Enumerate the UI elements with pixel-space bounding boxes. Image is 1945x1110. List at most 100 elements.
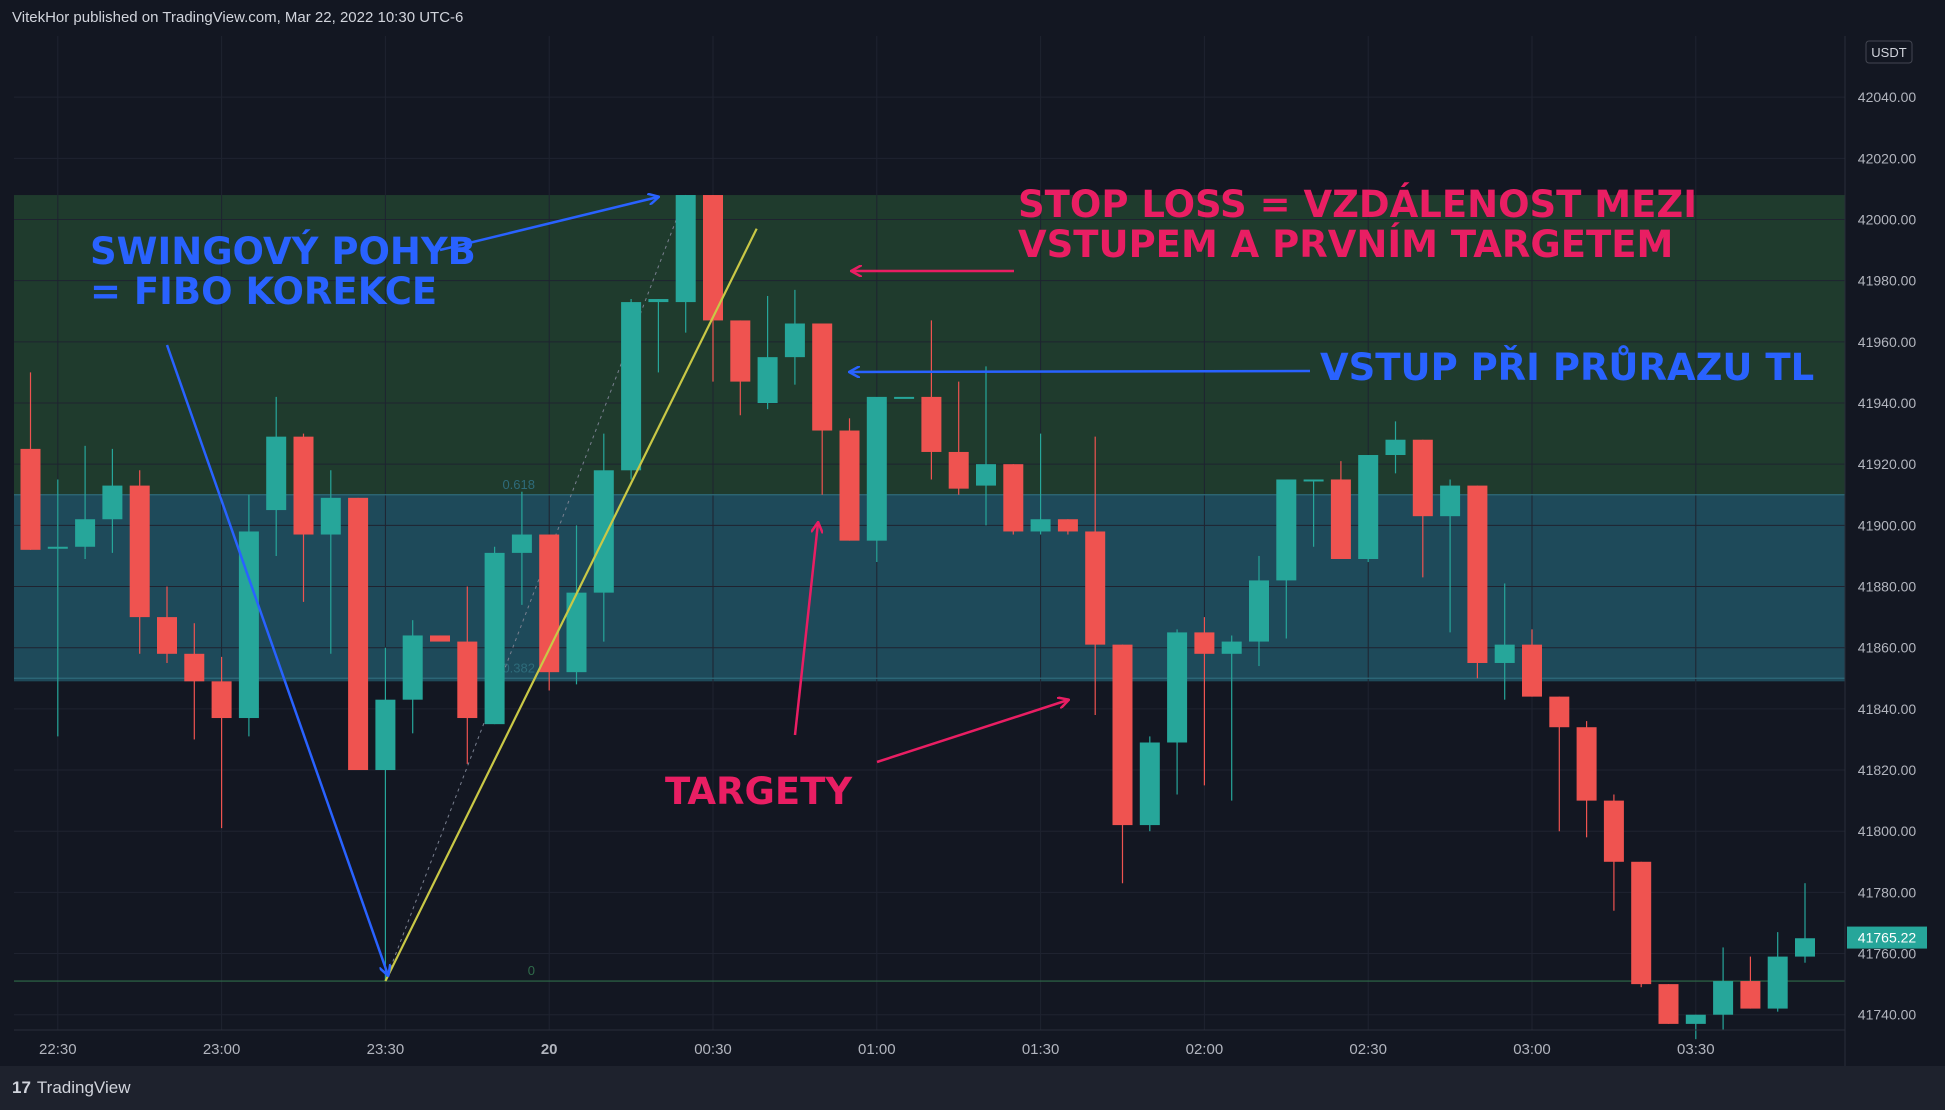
annotation-arrow [850,371,1311,372]
time-tick-label: 01:30 [1022,1041,1060,1058]
annotation-arrow [165,344,388,975]
candle-body [1358,455,1379,559]
candle-body [894,396,915,399]
candle-body [102,485,123,520]
candle-body [1221,641,1242,654]
time-tick-label: 03:00 [1513,1041,1551,1058]
candle-body [375,699,396,771]
annotation-stop-loss: STOP LOSS = VZDÁLENOST MEZI VSTUPEM A PR… [1018,185,1697,265]
candle-body [1112,644,1133,826]
annotation-arrow [876,700,1068,764]
candle-body [348,497,369,771]
price-tick-label: 42040.00 [1858,89,1917,105]
candle-body [1740,981,1761,1009]
candle-body [266,436,287,511]
candle-body [730,320,751,382]
candle-body [1385,439,1406,456]
candle-body [238,531,259,719]
fibo-level-label: 0.618 [502,477,535,492]
price-tick-label: 41900.00 [1858,517,1917,533]
annotation-targets: TARGETY [665,770,853,813]
time-tick-label: 00:30 [694,1041,732,1058]
candle-body [1440,485,1461,517]
price-tick-label: 41840.00 [1858,701,1917,717]
annotation-stop-line2: VSTUPEM A PRVNÍM TARGETEM [1018,223,1674,266]
candle-body [921,396,942,452]
time-tick-label: 23:00 [203,1041,241,1058]
annotation-stop-line1: STOP LOSS = VZDÁLENOST MEZI [1018,183,1697,226]
candle-body [593,470,614,593]
fibo-level-label: 0 [528,963,535,978]
time-axis[interactable]: 22:30 23:00 23:30 20 00:30 01:00 01:30 02:00 02:… [14,1029,1845,1058]
candle-body [757,357,778,404]
price-axis-bg [1845,36,1945,1066]
candle-body [1685,1014,1706,1024]
candle-body [1276,479,1297,581]
candle-body [621,302,642,471]
fibo-level-label: 0.382 [502,660,535,675]
price-tick-label: 41760.00 [1858,946,1917,962]
candle-body [457,641,478,719]
annotation-entry: VSTUP PŘI PRŮRAZU TL [1320,346,1815,389]
candle-body [566,592,587,673]
price-tick-label: 41920.00 [1858,456,1917,472]
publisher-credit: VitekHor published on TradingView.com, M… [12,9,464,26]
price-tick-label: 42020.00 [1858,150,1917,166]
candle-body [20,448,41,550]
candle-body [402,635,423,700]
time-tick-label: 23:30 [367,1041,405,1058]
candle-body [1030,519,1051,532]
currency-label: USDT [1871,45,1906,60]
price-tick-label: 41880.00 [1858,579,1917,595]
annotation-swing-line2: = FIBO KOREKCE [90,270,438,313]
time-tick-label: 01:00 [858,1041,896,1058]
candle-body [1303,479,1324,482]
candle-body [675,195,696,303]
candle-body [1003,464,1024,532]
price-tick-label: 41800.00 [1858,823,1917,839]
time-tick-label: 02:00 [1186,1041,1224,1058]
annotation-arrow [793,523,818,736]
candle-body [1494,644,1515,663]
candle-body [75,519,96,547]
candle-body [1713,981,1734,1015]
candlestick-chart[interactable]: 0.618 0.382 0 USDT 42040.00 42020.00 42000.00… [0,0,1945,1066]
candle-body [1795,938,1815,957]
tradingview-brand-text: TradingView [36,1078,131,1097]
time-tick-label: 22:30 [39,1041,77,1058]
tradingview-logo[interactable]: 17 TradingView [12,1078,130,1098]
drawings [165,197,1311,982]
candle-body [1167,632,1188,743]
last-price-label: 41765.22 [1858,930,1917,946]
candle-body [812,323,833,431]
time-tick-label: 02:30 [1349,1041,1387,1058]
candle-body [866,396,887,541]
price-tick-label: 42000.00 [1858,212,1917,228]
candle-body [1603,800,1624,862]
time-tick-label: 20 [541,1041,558,1058]
annotation-swing: SWINGOVÝ POHYB = FIBO KOREKCE [90,232,476,312]
price-tick-label: 41860.00 [1858,640,1917,656]
candles [20,195,1815,1040]
candle-body [430,635,450,642]
candle-body [47,546,68,549]
candle-body [129,485,150,618]
candle-body [157,617,177,654]
candle-body [184,653,205,682]
fibo-zones [14,195,1845,682]
annotation-swing-line1: SWINGOVÝ POHYB [90,230,476,273]
price-tick-label: 41820.00 [1858,762,1917,778]
candle-body [839,430,860,541]
candle-body [784,323,805,358]
candle-body [1576,727,1597,801]
fibo-zone-middle [14,494,1845,682]
price-axis[interactable]: USDT 42040.00 42020.00 42000.00 41980.00 4196… [1844,36,1945,1066]
candle-body [1631,861,1652,985]
time-tick-label: 03:30 [1677,1041,1715,1058]
candle-body [293,436,314,535]
footer-bar: 17 TradingView [0,1066,1945,1110]
candle-body [1194,632,1215,654]
candle-body [703,195,723,321]
annotation-arrow [439,197,658,252]
candle-body [1249,580,1269,642]
